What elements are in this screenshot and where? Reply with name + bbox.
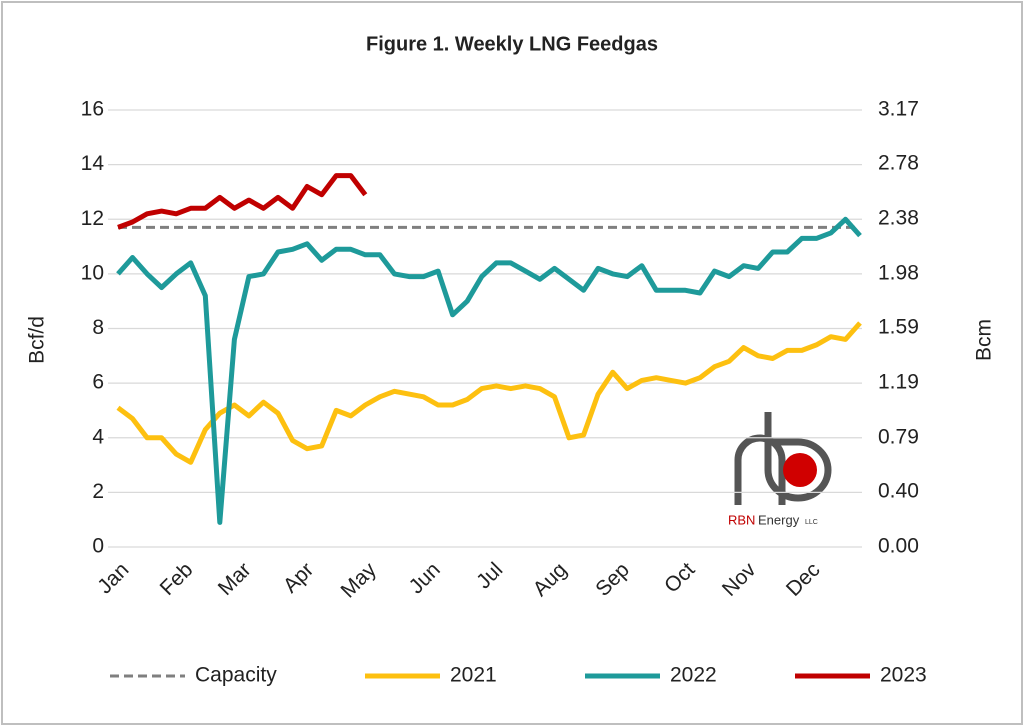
legend-item: 2021 bbox=[365, 664, 497, 687]
y2-tick-label: 3.17 bbox=[878, 98, 919, 121]
legend-label: 2022 bbox=[670, 664, 717, 687]
y-tick-label: 0 bbox=[92, 535, 104, 558]
logo-name: Energy bbox=[758, 512, 800, 527]
chart-title: Figure 1. Weekly LNG Feedgas bbox=[366, 33, 658, 55]
legend-item: 2023 bbox=[795, 664, 927, 687]
series-line bbox=[117, 173, 368, 230]
y-tick-label: 16 bbox=[81, 98, 104, 121]
legend-item: Capacity bbox=[110, 664, 277, 687]
y2-tick-label: 0.00 bbox=[878, 535, 919, 558]
legend-label: Capacity bbox=[195, 664, 277, 687]
series-line bbox=[116, 216, 862, 525]
y2-tick-label: 2.78 bbox=[878, 151, 919, 174]
y-axis-label: Bcf/d bbox=[26, 316, 49, 364]
y2-tick-label: 1.98 bbox=[878, 262, 919, 285]
logo-shape bbox=[783, 453, 817, 487]
y2-tick-label: 1.19 bbox=[878, 370, 919, 393]
y-tick-label: 14 bbox=[81, 152, 105, 175]
y2-tick-label: 2.38 bbox=[878, 206, 919, 229]
y-tick-label: 10 bbox=[81, 261, 104, 284]
series-line bbox=[116, 321, 862, 465]
y-tick-label: 6 bbox=[92, 371, 104, 394]
legend-label: 2021 bbox=[450, 664, 497, 687]
y2-tick-label: 1.59 bbox=[878, 315, 919, 338]
y-tick-label: 12 bbox=[81, 207, 104, 230]
legend-item: 2022 bbox=[585, 664, 717, 687]
y2-tick-label: 0.79 bbox=[878, 426, 919, 449]
y2-tick-label: 0.40 bbox=[878, 479, 919, 502]
y2-axis-label: Bcm bbox=[973, 319, 996, 361]
y-tick-label: 8 bbox=[92, 316, 104, 339]
logo-brand: RBN bbox=[728, 512, 755, 527]
y-tick-label: 2 bbox=[92, 480, 104, 503]
legend-label: 2023 bbox=[880, 664, 927, 687]
logo: RBN Energy LLC bbox=[728, 412, 832, 527]
logo-shape bbox=[764, 412, 832, 502]
y-tick-label: 4 bbox=[92, 425, 104, 448]
logo-suffix: LLC bbox=[805, 519, 818, 526]
